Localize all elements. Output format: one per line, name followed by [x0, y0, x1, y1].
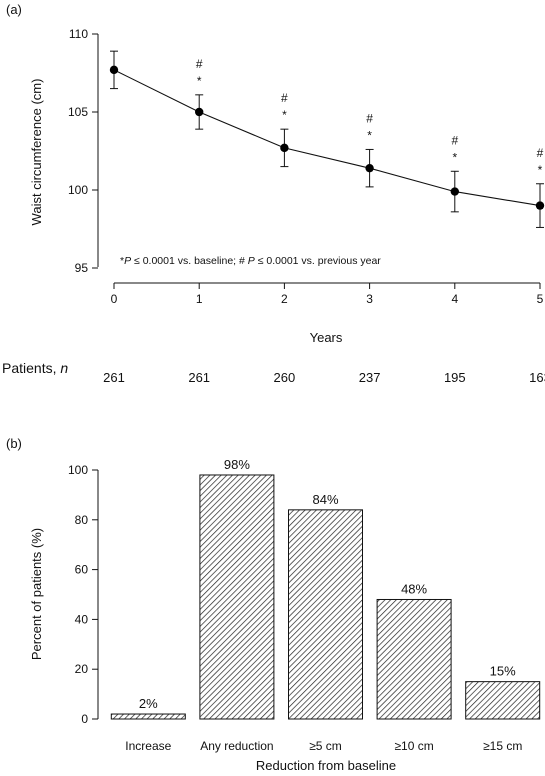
panel-b-category-label: Increase: [125, 739, 171, 753]
panel-a-y-tick-label: 110: [69, 27, 88, 41]
panel-a-x-tick-label: 0: [111, 292, 118, 306]
panel-a-label: (a): [6, 2, 22, 17]
panel-a-significance-star: *: [197, 74, 202, 88]
panel-b-bar: [110, 713, 186, 720]
panel-b-bar: [199, 474, 275, 720]
patients-count: 261: [188, 370, 210, 385]
panel-a-line-chart: (a) Waist circumference (cm) Years 95100…: [2, 2, 545, 385]
footnote-text2: ≤ 0.0001 vs. previous year: [255, 255, 381, 267]
panel-b-y-axis-title: Percent of patients (%): [29, 528, 44, 660]
panel-a-x-ticks: 0 1 2 3 4 5: [111, 283, 544, 306]
panel-b-category-label: ≥15 cm: [483, 739, 522, 753]
footnote-star: *: [120, 255, 124, 267]
patients-counts: 261 261 260 237 195 163: [103, 370, 545, 385]
panel-a-significance-star: *: [367, 128, 372, 142]
panel-a-x-tick-label: 3: [366, 292, 373, 306]
panel-b-y-tick-label: 80: [75, 513, 89, 527]
panel-a-significance-hash: #: [366, 111, 373, 125]
panel-b-bar: [465, 681, 541, 720]
patients-title-main: Patients,: [2, 360, 60, 376]
panel-b-bar-data-label: 15%: [490, 664, 516, 679]
footnote-p2: P: [248, 255, 255, 267]
panel-b-x-axis-title: Reduction from baseline: [256, 758, 396, 773]
panel-a-significance-hash: #: [451, 133, 458, 147]
patients-count: 237: [359, 370, 381, 385]
panel-a-significance-hash: #: [281, 91, 288, 105]
panel-a-x-tick-label: 4: [451, 292, 458, 306]
panel-a-y-tick-label: 105: [68, 105, 88, 119]
panel-a-data-point: [365, 163, 374, 173]
panel-a-significance-star: *: [538, 163, 543, 177]
patients-count: 195: [444, 370, 466, 385]
panel-b-y-tick-label: 60: [75, 563, 89, 577]
panel-a-series: [109, 50, 545, 228]
patients-title: Patients, n: [2, 360, 68, 376]
panel-b-bar-data-label: 2%: [139, 696, 158, 711]
panel-a-significance-marks: * # * # * # * # * #: [196, 57, 544, 177]
patients-count: 261: [103, 370, 125, 385]
panel-a-y-tick-label: 95: [75, 261, 89, 275]
panel-a-data-point: [109, 65, 119, 75]
panel-b-y-tick-label: 100: [68, 463, 88, 477]
panel-b-bar-chart: (b) Percent of patients (%) Reduction fr…: [6, 436, 541, 773]
panel-b-bars: 2% Increase 98% Any reduction 84% ≥5 cm 48% ≥10…: [110, 457, 541, 753]
panel-a-x-tick-label: 5: [537, 292, 544, 306]
panel-a-y-tick-label: 100: [68, 183, 88, 197]
panel-a-x-tick-label: 2: [281, 292, 288, 306]
panel-b-y-ticks: 0 20 40 60 80 100: [68, 463, 98, 726]
panel-a-data-point: [535, 201, 545, 210]
panel-a-series-line: [113, 69, 541, 207]
panel-b-bar-data-label: 84%: [312, 492, 338, 507]
panel-a-significance-hash: #: [196, 57, 203, 71]
panel-a-x-axis-title: Years: [310, 330, 343, 345]
panel-b-y-tick-label: 20: [75, 662, 89, 676]
panel-b-y-tick-label: 0: [81, 712, 88, 726]
patients-count: 260: [274, 370, 296, 385]
panel-a-significance-star: *: [282, 108, 287, 122]
footnote-text1: ≤ 0.0001 vs. baseline; #: [131, 255, 248, 267]
panel-b-bar: [288, 509, 363, 720]
panel-a-data-point: [195, 107, 204, 117]
panel-b-bar-data-label: 98%: [224, 457, 250, 472]
panel-a-significance-hash: #: [537, 146, 544, 160]
panel-b-category-label: ≥5 cm: [309, 739, 342, 753]
panel-a-data-point: [280, 143, 289, 153]
panel-a-footnote: *P ≤ 0.0001 vs. baseline; # P ≤ 0.0001 v…: [120, 255, 381, 267]
panel-a-x-tick-label: 1: [196, 292, 203, 306]
patients-count: 163: [529, 370, 545, 385]
panel-b-bar-data-label: 48%: [401, 581, 427, 596]
panel-b-bar: [376, 598, 452, 720]
footnote-p1: P: [124, 255, 131, 267]
panel-a-data-point: [450, 187, 459, 196]
panel-a-significance-star: *: [452, 150, 457, 164]
panel-b-label: (b): [6, 436, 22, 451]
patients-title-var: n: [60, 360, 68, 376]
panel-b-category-label: ≥10 cm: [394, 739, 433, 753]
panel-b-y-tick-label: 40: [75, 612, 89, 626]
panel-b-category-label: Any reduction: [200, 739, 273, 753]
panel-a-y-ticks: 95 100 105 110: [68, 27, 98, 275]
panel-a-y-axis-title: Waist circumference (cm): [29, 79, 44, 226]
